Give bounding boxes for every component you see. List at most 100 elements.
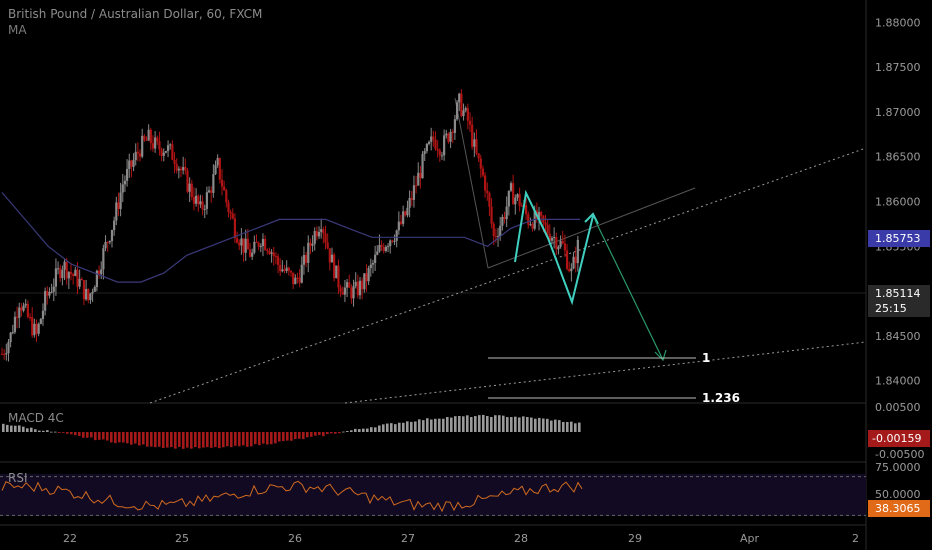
macd-bar	[534, 418, 537, 432]
candle-body	[488, 192, 491, 207]
candle-body	[156, 137, 159, 142]
candle-body	[395, 230, 398, 241]
candle-body	[505, 206, 508, 220]
candle-body	[18, 307, 21, 318]
macd-bar	[246, 432, 249, 447]
price-axis: 1.880001.875001.870001.865001.860001.855…	[875, 16, 921, 387]
macd-pane-label[interactable]: MACD 4C	[8, 411, 64, 425]
candle-body	[432, 136, 435, 140]
macd-bar	[190, 432, 193, 449]
candle-body	[445, 133, 448, 136]
candle-body	[307, 242, 310, 263]
candle-body	[59, 268, 62, 279]
candle-body	[300, 264, 303, 283]
macd-bar	[178, 432, 181, 447]
macd-bar	[110, 432, 113, 443]
candle-body	[574, 256, 577, 264]
time-tick-label: 29	[628, 532, 642, 545]
macd-bar	[22, 426, 25, 432]
candle-body	[9, 332, 12, 343]
arrow-down-icon	[654, 349, 667, 362]
candle-body	[37, 323, 40, 334]
macd-bar	[322, 432, 325, 437]
candle-body	[102, 248, 105, 270]
candle-body	[455, 102, 459, 120]
candle-body	[149, 129, 152, 144]
time-axis: 22 25 26 27 28 29 Apr 2	[63, 532, 859, 545]
candle-body	[363, 273, 366, 290]
macd-bar	[394, 424, 397, 432]
candle-body	[518, 194, 521, 206]
candle-body	[28, 316, 32, 318]
candle-body	[512, 183, 515, 205]
macd-bar	[554, 419, 557, 432]
macd-bar	[126, 432, 129, 444]
macd-bar	[214, 432, 217, 448]
candle-body	[473, 139, 476, 147]
macd-bar	[518, 417, 521, 432]
macd-bar	[74, 432, 77, 436]
candle-body	[287, 267, 290, 271]
ma-indicator-label[interactable]: MA	[8, 23, 27, 37]
candle-body	[550, 238, 554, 241]
candle-body	[369, 264, 372, 269]
candle-body	[451, 131, 454, 133]
candle-body	[65, 261, 68, 279]
macd-bar	[30, 427, 33, 432]
macd-bar	[198, 432, 201, 449]
time-tick-label: 28	[514, 532, 528, 545]
candle-body	[296, 277, 299, 279]
candle-body	[447, 133, 450, 142]
macd-bar	[254, 432, 257, 445]
fib-level-1236-label: 1.236	[702, 391, 740, 405]
macd-bar	[162, 432, 165, 449]
candle-body	[354, 281, 357, 286]
candle-body	[13, 316, 17, 333]
candle-body	[423, 151, 426, 154]
macd-bar	[458, 415, 461, 432]
time-tick-label: 26	[288, 532, 302, 545]
candle-body	[309, 242, 312, 246]
macd-bar	[410, 421, 413, 432]
macd-bar	[510, 417, 513, 432]
macd-bar	[174, 432, 177, 449]
macd-bar	[158, 432, 161, 447]
macd-bar	[514, 416, 517, 432]
macd-bar	[58, 432, 61, 433]
candle-body	[15, 316, 19, 318]
macd-bar	[546, 418, 549, 432]
candle-body	[24, 303, 27, 306]
candle-body	[134, 151, 137, 161]
candle-body	[85, 289, 88, 300]
candle-body	[520, 205, 523, 207]
macd-bar	[54, 431, 57, 433]
candle-body	[443, 135, 446, 156]
candle-body	[304, 255, 308, 263]
candle-body	[404, 211, 407, 216]
candle-body	[108, 241, 111, 243]
candle-body	[453, 119, 457, 133]
candle-body	[229, 211, 232, 214]
candle-body	[218, 158, 221, 180]
candle-body	[113, 220, 116, 230]
candle-body	[171, 144, 174, 160]
candle-body	[268, 251, 271, 254]
projection-sketch	[514, 189, 667, 362]
macd-bar	[86, 432, 89, 438]
rsi-pane-label[interactable]: RSI	[8, 471, 28, 485]
candle-body	[272, 252, 275, 257]
candle-body	[238, 242, 241, 246]
candle-body	[246, 238, 249, 250]
trend-lines	[149, 97, 867, 404]
candle-body	[192, 196, 196, 204]
candle-body	[270, 252, 273, 254]
macd-bar	[6, 424, 9, 432]
candle-body	[464, 108, 467, 111]
candle-body	[393, 240, 396, 242]
macd-bar	[314, 432, 317, 436]
macd-bar	[478, 415, 481, 432]
candle-body	[479, 158, 482, 169]
candle-body	[61, 269, 64, 279]
macd-bar	[234, 432, 237, 446]
